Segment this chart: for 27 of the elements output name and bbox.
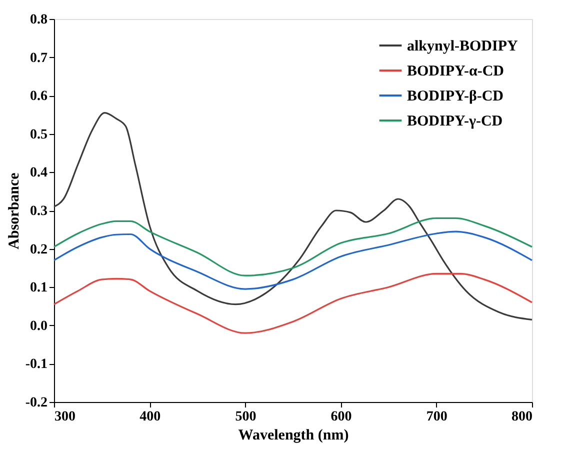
legend-label: alkynyl-BODIPY — [407, 38, 518, 54]
y-tick-label: 0.7 — [30, 50, 48, 66]
y-axis-title: Absorbance — [6, 172, 22, 250]
y-tick-label: 0.6 — [30, 89, 48, 104]
line-series — [53, 217, 533, 276]
line-series — [53, 112, 533, 320]
x-tick-label: 500 — [235, 410, 256, 424]
legend-label: BODIPY-α-CD — [407, 64, 504, 80]
y-tick-label: 0.3 — [30, 204, 48, 219]
x-tick-label: 400 — [140, 410, 161, 424]
y-tick-label: 0.0 — [30, 318, 48, 334]
line-series — [53, 272, 533, 334]
x-tick-label: 300 — [54, 410, 76, 424]
line-series — [53, 230, 533, 290]
y-tick-label: 0.1 — [30, 280, 48, 296]
x-tick-label: 600 — [330, 410, 352, 424]
x-tick-label: 700 — [426, 410, 448, 424]
y-tick-label: 0.2 — [30, 242, 48, 258]
x-tick-label: 800 — [512, 410, 532, 424]
legend-label: BODIPY-β-CD — [407, 88, 504, 104]
y-tick-label: 0.4 — [30, 166, 48, 181]
y-tick-label: 0.5 — [30, 127, 48, 142]
y-tick-label: -0.1 — [25, 357, 48, 372]
legend-label: BODIPY-γ-CD — [407, 114, 503, 130]
y-tick-label: 0.8 — [30, 12, 48, 28]
y-tick-label: -0.2 — [25, 396, 48, 410]
x-axis-title: Wavelength (nm) — [238, 428, 349, 444]
